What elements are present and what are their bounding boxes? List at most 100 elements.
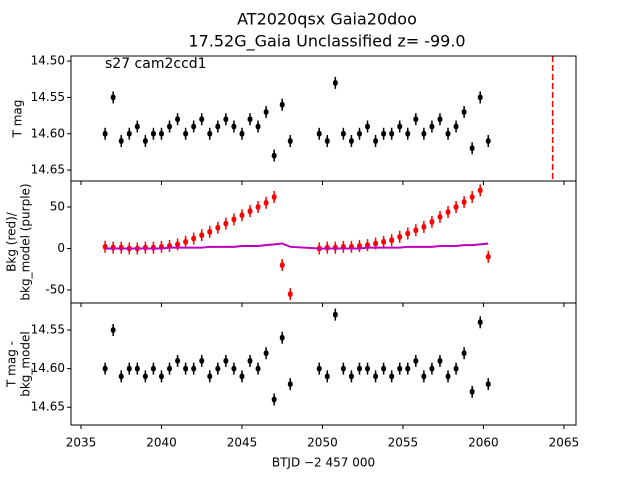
data-point bbox=[247, 116, 253, 123]
data-point bbox=[191, 235, 197, 242]
x-tick-label: 2045 bbox=[227, 436, 258, 450]
y-tick-label: 14.60 bbox=[31, 361, 65, 375]
data-point bbox=[231, 123, 237, 130]
y-axis-label: T mag - bbox=[5, 341, 19, 388]
data-point bbox=[158, 130, 164, 137]
data-point bbox=[332, 311, 338, 318]
y-axis-label: bkg_model bbox=[19, 331, 33, 397]
data-point bbox=[239, 212, 245, 219]
data-point bbox=[421, 223, 427, 230]
data-point bbox=[324, 373, 330, 380]
data-point bbox=[199, 116, 205, 123]
data-point bbox=[356, 365, 362, 372]
data-point bbox=[340, 130, 346, 137]
data-point bbox=[247, 208, 253, 215]
y-tick-label: 0 bbox=[57, 241, 65, 255]
data-point bbox=[207, 228, 213, 235]
x-tick-label: 2055 bbox=[388, 436, 419, 450]
data-point bbox=[405, 130, 411, 137]
x-tick-label: 2035 bbox=[66, 436, 97, 450]
data-point bbox=[469, 194, 475, 201]
data-point bbox=[255, 203, 261, 210]
data-point bbox=[453, 123, 459, 130]
data-point bbox=[239, 373, 245, 380]
data-point bbox=[429, 123, 435, 130]
data-point bbox=[223, 220, 229, 227]
data-point bbox=[142, 373, 148, 380]
x-tick-label: 2040 bbox=[146, 436, 177, 450]
data-point bbox=[271, 194, 277, 201]
y-tick-label: 14.55 bbox=[31, 90, 65, 104]
x-tick-label: 2050 bbox=[307, 436, 338, 450]
data-point bbox=[215, 123, 221, 130]
data-point bbox=[373, 240, 379, 247]
data-point bbox=[207, 130, 213, 137]
data-point bbox=[413, 116, 419, 123]
data-point bbox=[279, 334, 285, 341]
data-point bbox=[231, 365, 237, 372]
data-point bbox=[373, 138, 379, 145]
data-point bbox=[102, 365, 108, 372]
data-point bbox=[324, 138, 330, 145]
x-axis-label: BTJD −2 457 000 bbox=[272, 456, 375, 470]
data-point bbox=[150, 365, 156, 372]
data-point bbox=[381, 365, 387, 372]
data-point bbox=[348, 138, 354, 145]
data-point bbox=[413, 357, 419, 364]
y-tick-label: 14.55 bbox=[31, 323, 65, 337]
data-point bbox=[365, 123, 371, 130]
data-point bbox=[469, 388, 475, 395]
data-point bbox=[183, 365, 189, 372]
data-point bbox=[183, 238, 189, 245]
data-point bbox=[437, 116, 443, 123]
data-point bbox=[207, 373, 213, 380]
data-point bbox=[348, 373, 354, 380]
data-point bbox=[223, 357, 229, 364]
data-point bbox=[437, 357, 443, 364]
data-point bbox=[215, 365, 221, 372]
data-point bbox=[134, 365, 140, 372]
data-point bbox=[175, 357, 181, 364]
data-point bbox=[191, 365, 197, 372]
data-point bbox=[199, 232, 205, 239]
data-point bbox=[191, 123, 197, 130]
data-point bbox=[316, 365, 322, 372]
data-point bbox=[445, 130, 451, 137]
data-point bbox=[429, 365, 435, 372]
y-tick-label: 50 bbox=[50, 199, 65, 213]
data-point bbox=[365, 365, 371, 372]
data-point bbox=[461, 108, 467, 115]
chart-title: 17.52G_Gaia Unclassified z= -99.0 bbox=[188, 32, 465, 52]
y-tick-label: 14.60 bbox=[31, 126, 65, 140]
data-point bbox=[263, 350, 269, 357]
data-point bbox=[142, 138, 148, 145]
data-point bbox=[102, 130, 108, 137]
axes-frame bbox=[70, 180, 577, 304]
data-point bbox=[118, 138, 124, 145]
data-point bbox=[477, 94, 483, 101]
x-tick-label: 2065 bbox=[549, 436, 580, 450]
data-point bbox=[239, 130, 245, 137]
data-point bbox=[215, 224, 221, 231]
data-point bbox=[421, 373, 427, 380]
data-point bbox=[477, 187, 483, 194]
y-axis-label: Bkg (red)/ bbox=[5, 211, 19, 272]
data-point bbox=[461, 350, 467, 357]
data-point bbox=[437, 213, 443, 220]
y-tick-label: 14.65 bbox=[31, 163, 65, 177]
data-point bbox=[373, 373, 379, 380]
data-point bbox=[223, 116, 229, 123]
data-point bbox=[279, 101, 285, 108]
data-point bbox=[183, 130, 189, 137]
data-point bbox=[485, 381, 491, 388]
data-point bbox=[255, 123, 261, 130]
data-point bbox=[356, 130, 362, 137]
data-point bbox=[167, 365, 173, 372]
data-point bbox=[421, 130, 427, 137]
axes-frame bbox=[70, 302, 577, 426]
data-point bbox=[263, 199, 269, 206]
data-point bbox=[389, 373, 395, 380]
data-point bbox=[485, 138, 491, 145]
data-point bbox=[247, 357, 253, 364]
